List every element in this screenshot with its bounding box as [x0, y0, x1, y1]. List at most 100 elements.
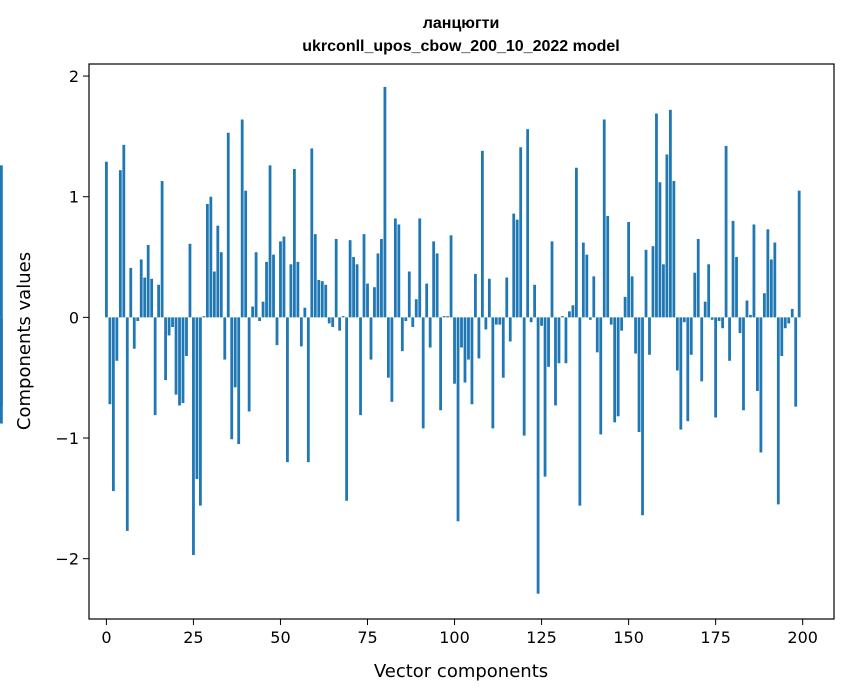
- bar: [164, 317, 167, 381]
- bar: [0, 165, 3, 318]
- bar: [366, 283, 369, 318]
- bar: [421, 317, 425, 429]
- bar: [648, 317, 651, 355]
- bar: [129, 267, 133, 318]
- bar: [595, 317, 599, 353]
- bar: [449, 235, 453, 318]
- bar: [498, 317, 502, 325]
- bar: [491, 317, 495, 429]
- bar: [442, 316, 446, 318]
- bar: [251, 306, 255, 318]
- bar: [529, 317, 533, 323]
- bar: [390, 317, 394, 402]
- bar: [574, 167, 578, 318]
- bar: [174, 317, 178, 395]
- bar: [199, 317, 202, 506]
- bar: [324, 284, 328, 318]
- bar: [634, 317, 637, 354]
- bar: [185, 317, 188, 356]
- x-tick-label: 50: [270, 628, 290, 647]
- bar: [630, 276, 634, 318]
- bar: [599, 317, 603, 435]
- bar: [167, 317, 171, 336]
- bar: [658, 182, 662, 318]
- bar: [230, 317, 234, 440]
- x-axis-ticks: 0 25 50 75 100 125 150 175 200: [101, 619, 818, 647]
- bar: [209, 196, 213, 318]
- bar: [192, 317, 195, 556]
- bar: [348, 240, 352, 318]
- bar: [460, 317, 463, 348]
- bar: [286, 317, 289, 463]
- bar: [627, 222, 630, 318]
- bar: [787, 317, 791, 324]
- bar: [637, 317, 641, 432]
- bar: [474, 273, 477, 318]
- bar: [696, 238, 700, 318]
- bar: [219, 252, 223, 318]
- bar: [407, 271, 411, 318]
- bar: [724, 146, 728, 318]
- bar: [721, 317, 724, 329]
- bar: [143, 277, 147, 318]
- bar: [515, 219, 519, 318]
- bar: [561, 316, 564, 318]
- bar: [470, 317, 474, 405]
- bar: [299, 317, 303, 347]
- bar: [756, 317, 759, 391]
- bars-group: [0, 86, 801, 594]
- bar: [609, 317, 613, 325]
- y-axis-ticks: −2 −1 0 1 2: [55, 67, 89, 569]
- bar: [268, 165, 272, 318]
- y-axis-label: Components values: [14, 252, 35, 430]
- bar: [554, 317, 557, 406]
- bar: [139, 259, 143, 318]
- bar: [341, 316, 345, 318]
- x-tick-label: 75: [357, 628, 377, 647]
- bar: [111, 317, 115, 492]
- bar: [773, 242, 777, 318]
- bar: [703, 301, 707, 318]
- bar: [585, 254, 589, 318]
- bar: [279, 241, 282, 318]
- bar: [581, 242, 585, 318]
- bar: [508, 317, 512, 342]
- bar: [352, 257, 355, 318]
- bar: [568, 311, 571, 318]
- y-tick-label: 1: [69, 188, 79, 207]
- bar: [526, 129, 530, 318]
- bar: [355, 264, 359, 318]
- bar: [160, 181, 164, 318]
- bar: [418, 218, 422, 318]
- bar: [494, 317, 498, 325]
- bar: [717, 317, 721, 321]
- x-axis-label: Vector components: [374, 661, 548, 682]
- bar: [125, 317, 129, 531]
- bar: [682, 317, 686, 323]
- bar: [745, 300, 749, 318]
- bar: [272, 254, 275, 318]
- bar: [212, 271, 216, 318]
- bar: [606, 216, 610, 318]
- bar: [118, 170, 122, 318]
- bar: [393, 218, 397, 318]
- bar: [387, 317, 390, 378]
- bar: [700, 317, 704, 382]
- bar: [689, 317, 693, 355]
- x-tick-label: 0: [101, 628, 111, 647]
- bar: [790, 308, 794, 318]
- bar: [132, 317, 136, 349]
- bar: [282, 236, 286, 318]
- x-tick-label: 25: [183, 628, 203, 647]
- bar: [247, 317, 251, 412]
- bar: [265, 261, 268, 318]
- bar: [780, 317, 784, 356]
- bar: [686, 317, 690, 422]
- bar: [651, 246, 655, 318]
- bar: [564, 317, 568, 364]
- bar: [776, 317, 780, 505]
- bar: [338, 317, 342, 331]
- bar: [613, 317, 617, 423]
- bar: [108, 317, 112, 405]
